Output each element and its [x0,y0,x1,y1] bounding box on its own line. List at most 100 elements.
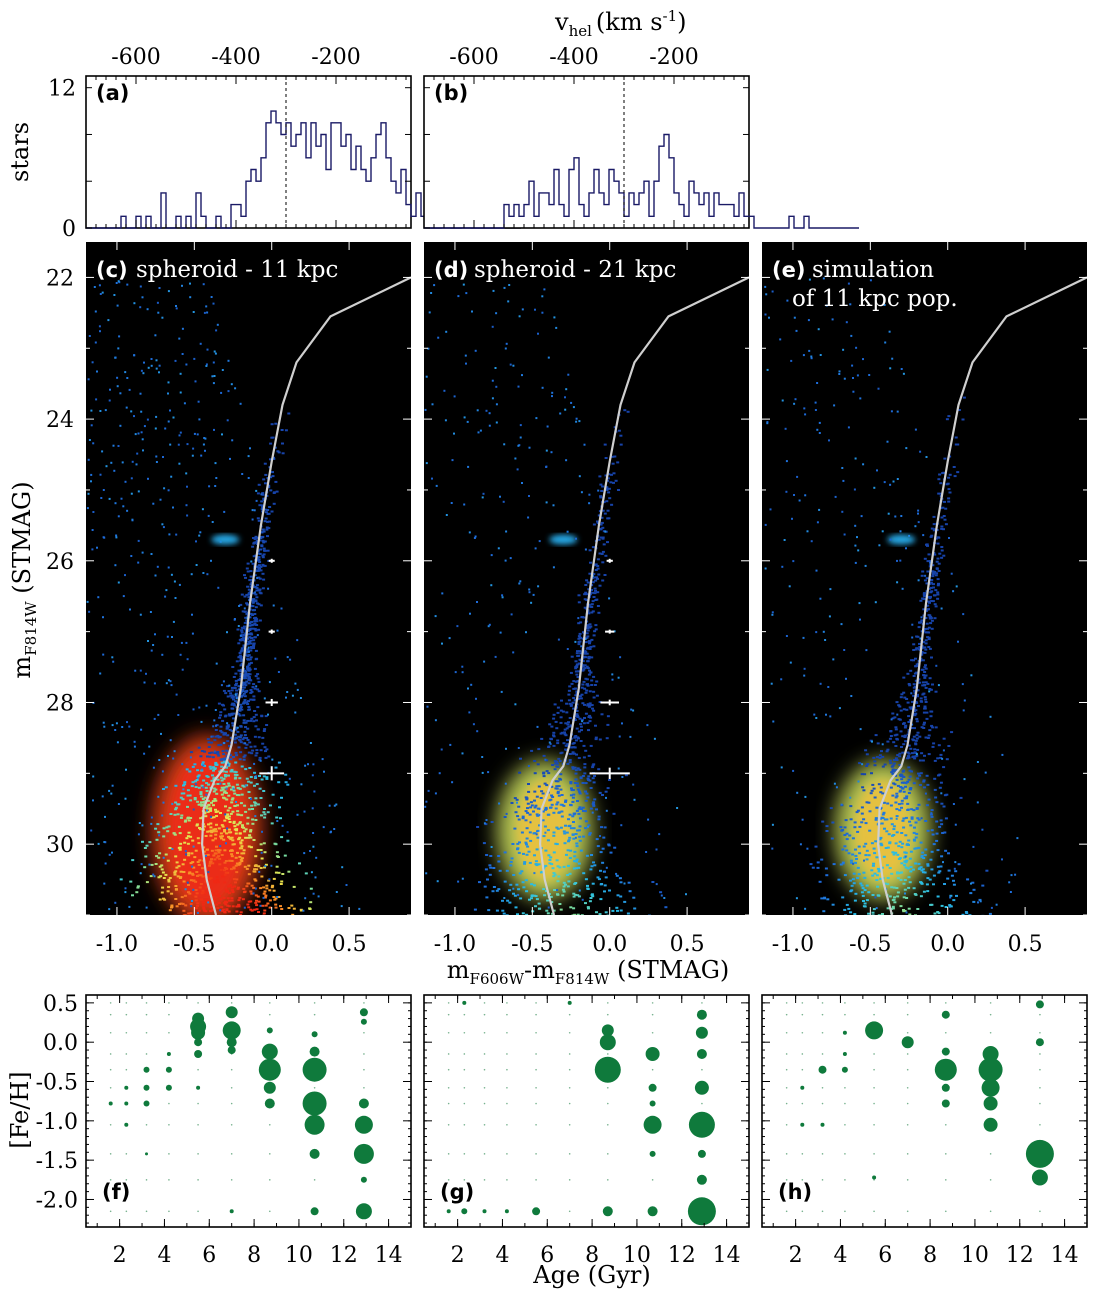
star-pixel [176,875,180,878]
field-star [130,555,133,557]
star-pixel [240,593,244,596]
star-pixel [527,783,530,785]
star-pixel [596,565,600,567]
star-pixel [544,849,548,852]
star-pixel [525,837,529,840]
star-pixel [156,823,160,826]
panel-tag: (d) [434,258,468,282]
star-pixel [903,909,907,912]
star-pixel [212,897,216,900]
star-pixel [900,862,904,865]
star-pixel [588,900,592,903]
star-pixel [910,817,914,820]
star-pixel [215,903,219,906]
field-star [766,421,769,424]
star-pixel [585,593,589,596]
field-star [537,585,540,588]
star-pixel [191,839,195,842]
field-star [509,557,512,560]
star-pixel [590,638,594,641]
star-pixel [964,911,968,913]
star-pixel [207,741,211,744]
star-pixel [143,866,147,869]
star-pixel [239,707,242,710]
star-pixel [262,553,266,556]
star-pixel [536,814,540,817]
star-pixel [255,904,259,907]
star-pixel [245,674,249,677]
star-pixel [234,881,237,884]
star-pixel [235,754,239,757]
star-pixel [907,683,911,685]
field-star [189,296,192,299]
star-pixel [536,807,540,810]
star-pixel [578,768,582,771]
star-pixel [560,815,564,818]
star-pixel [588,623,592,626]
star-pixel [254,754,258,757]
star-pixel [548,859,552,861]
field-star [217,586,220,589]
star-pixel [204,815,208,818]
star-pixel [535,898,539,901]
star-pixel [174,806,178,809]
star-pixel [214,830,218,833]
field-star [201,508,204,511]
field-star [124,797,127,800]
star-pixel [168,847,172,849]
star-pixel [578,695,582,698]
star-pixel [891,764,895,767]
star-pixel [240,708,244,711]
star-pixel [216,783,220,785]
star-pixel [264,756,268,759]
star-pixel [918,759,922,762]
field-star [904,892,906,895]
field-star [146,308,149,311]
star-pixel [601,509,605,512]
star-pixel [933,912,937,915]
field-star [660,894,663,897]
star-pixel [212,766,216,769]
star-pixel [580,808,584,810]
star-pixel [931,745,935,748]
star-pixel [239,668,243,671]
field-star [221,433,223,436]
star-pixel [234,771,238,774]
star-pixel [961,913,965,915]
field-star [501,594,504,597]
star-pixel [248,834,252,837]
star-pixel [248,668,252,671]
star-pixel [247,791,251,793]
field-star [239,402,242,405]
star-pixel [575,666,579,668]
star-pixel [219,812,222,814]
star-pixel [604,457,608,459]
star-pixel [253,620,257,623]
field-star [587,825,589,828]
star-pixel [253,868,257,871]
star-pixel [169,813,173,815]
star-pixel [583,717,586,719]
field-star [241,473,244,475]
star-pixel [619,909,623,912]
field-star [424,805,427,808]
star-pixel [595,911,598,914]
grid-point [568,1013,571,1016]
star-pixel [567,840,570,843]
field-star [99,473,102,476]
star-pixel [243,890,247,893]
field-star [206,311,209,314]
field-star [889,538,892,541]
grid-point [109,1068,112,1071]
star-pixel [876,885,880,888]
grid-point [230,1123,233,1126]
star-pixel [853,913,857,915]
star-pixel [235,871,239,874]
weight-circle [258,1058,281,1081]
star-pixel [234,736,238,739]
field-star [104,841,107,844]
star-pixel [602,543,606,546]
star-pixel [902,776,906,778]
field-star [792,560,795,563]
star-pixel [281,442,284,445]
